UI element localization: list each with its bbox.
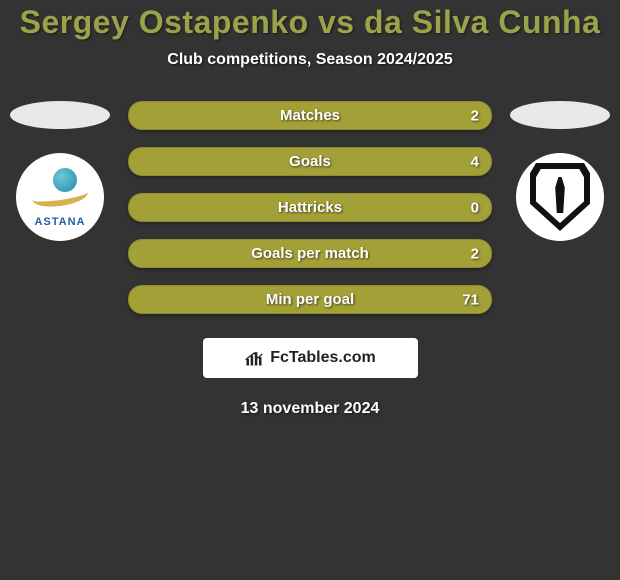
astana-logo-text: ASTANA: [25, 216, 95, 228]
branding-text: FcTables.com: [270, 349, 376, 367]
stat-bar-goals-per-match: Goals per match 2: [128, 239, 492, 268]
right-player-placeholder: [510, 101, 610, 129]
date-label: 13 november 2024: [241, 400, 380, 418]
stat-right-value: 4: [471, 153, 479, 170]
main-row: ASTANA Matches 2 Goals 4 Hattricks 0: [0, 101, 620, 314]
stat-label: Hattricks: [278, 199, 342, 216]
stat-label: Matches: [280, 107, 340, 124]
stat-label: Goals: [289, 153, 331, 170]
stat-label: Goals per match: [251, 245, 369, 262]
stat-right-value: 2: [471, 245, 479, 262]
stat-bar-hattricks: Hattricks 0: [128, 193, 492, 222]
left-column: ASTANA: [10, 101, 110, 241]
bar-chart-icon: [244, 348, 264, 368]
stat-right-value: 2: [471, 107, 479, 124]
stat-bar-goals: Goals 4: [128, 147, 492, 176]
stat-right-value: 71: [462, 291, 479, 308]
right-column: [510, 101, 610, 241]
stats-column: Matches 2 Goals 4 Hattricks 0 Goals per …: [110, 101, 510, 314]
stat-bar-min-per-goal: Min per goal 71: [128, 285, 492, 314]
left-team-badge: ASTANA: [16, 153, 104, 241]
stat-bar-matches: Matches 2: [128, 101, 492, 130]
branding-box: FcTables.com: [203, 338, 418, 378]
right-team-badge: [516, 153, 604, 241]
stat-label: Min per goal: [266, 291, 354, 308]
astana-logo-icon: ASTANA: [25, 162, 95, 232]
stat-right-value: 0: [471, 199, 479, 216]
comparison-card: Sergey Ostapenko vs da Silva Cunha Club …: [0, 0, 620, 418]
left-player-placeholder: [10, 101, 110, 129]
vitoria-logo-icon: [522, 159, 598, 235]
page-subtitle: Club competitions, Season 2024/2025: [167, 51, 452, 69]
page-title: Sergey Ostapenko vs da Silva Cunha: [20, 4, 601, 41]
